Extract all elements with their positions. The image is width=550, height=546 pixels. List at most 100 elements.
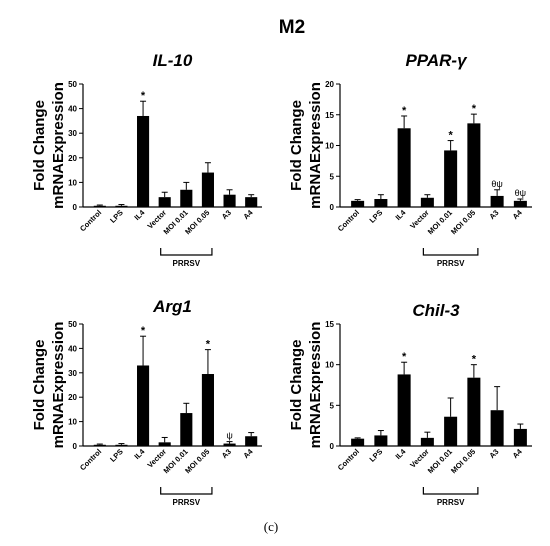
x-tick-label: A4 — [241, 207, 255, 221]
y-tick-label: 20 — [68, 393, 77, 402]
chart-panel-3: Arg1 Fold Change mRNAExpression 0 10 20 30 40 50… — [31, 297, 262, 507]
x-tick-label: MOI 0.05 — [449, 447, 477, 475]
y-tick-label: 15 — [325, 111, 334, 120]
group-bracket — [160, 248, 213, 256]
bar — [180, 413, 193, 446]
y-tick-label: 10 — [325, 361, 334, 370]
bar — [467, 377, 481, 446]
x-tick-label: IL4 — [394, 207, 409, 222]
y-axis-label-line: mRNAExpression — [50, 82, 67, 209]
significance-mark: * — [448, 130, 453, 142]
figure-caption: (c) — [264, 519, 278, 534]
bar — [351, 438, 365, 446]
bar — [180, 189, 193, 207]
bar — [158, 197, 171, 207]
bar — [93, 444, 106, 446]
significance-mark: * — [472, 354, 477, 366]
bar — [137, 365, 150, 446]
y-tick-label: 0 — [330, 442, 335, 451]
bar — [467, 123, 481, 207]
chart-title: IL-10 — [153, 51, 193, 70]
y-axis-label: Fold Change mRNAExpression — [288, 82, 324, 209]
x-tick-label: A4 — [511, 446, 525, 460]
bar — [137, 115, 150, 207]
bar — [201, 374, 214, 446]
group-label: PRRSV — [173, 498, 201, 507]
y-tick-label: 40 — [68, 344, 77, 353]
group-bracket — [160, 487, 213, 495]
y-axis-label: Fold Change mRNAExpression — [31, 322, 67, 449]
x-tick-label: A3 — [487, 208, 500, 221]
y-tick-label: 5 — [330, 401, 335, 410]
group-bracket — [422, 248, 479, 256]
x-tick-label: A3 — [220, 447, 233, 460]
significance-mark: θψ — [491, 179, 502, 189]
y-axis-label: Fold Change mRNAExpression — [31, 82, 67, 209]
bar — [513, 200, 527, 207]
bar — [115, 444, 128, 446]
x-tick-label: A4 — [241, 446, 255, 460]
y-axis-label: Fold Change mRNAExpression — [288, 322, 324, 449]
significance-mark: * — [402, 105, 407, 117]
bar — [245, 197, 258, 207]
y-tick-label: 50 — [68, 320, 77, 329]
bar — [513, 428, 527, 446]
x-tick-label: Control — [78, 447, 103, 472]
x-tick-label: LPS — [368, 208, 385, 225]
x-tick-label: MOI 0.05 — [449, 208, 477, 236]
significance-mark: * — [402, 351, 407, 363]
bar — [115, 205, 128, 207]
significance-mark: θψ — [515, 188, 526, 198]
chart-panel-4: Chil-3 Fold Change mRNAExpression 0 5 10 15 Con… — [288, 301, 532, 507]
significance-mark: ψ — [226, 431, 232, 441]
x-tick-label: MOI 0.01 — [426, 447, 454, 475]
y-tick-label: 20 — [325, 80, 334, 89]
bar — [223, 443, 236, 446]
significance-mark: * — [206, 339, 211, 351]
bar — [420, 437, 434, 446]
bar — [374, 435, 388, 446]
y-tick-label: 20 — [68, 154, 77, 163]
y-tick-label: 10 — [68, 418, 77, 427]
y-axis-label-line: Fold Change — [288, 340, 305, 431]
significance-mark: * — [472, 103, 477, 115]
y-axis-label-line: mRNAExpression — [307, 82, 324, 209]
figure-title: M2 — [279, 17, 305, 38]
y-tick-label: 5 — [330, 172, 335, 181]
x-tick-label: MOI 0.01 — [426, 208, 454, 236]
bar — [444, 150, 458, 207]
y-tick-label: 50 — [68, 80, 77, 89]
y-tick-label: 0 — [73, 203, 78, 212]
chart-panel-1: IL-10 Fold Change mRNAExpression 0 10 20 30 40 5… — [31, 51, 262, 268]
significance-mark: * — [141, 90, 146, 102]
bar — [201, 172, 214, 207]
y-tick-label: 0 — [330, 203, 335, 212]
y-tick-label: 10 — [68, 178, 77, 187]
y-tick-label: 40 — [68, 105, 77, 114]
bar — [223, 194, 236, 207]
x-tick-label: LPS — [108, 447, 125, 464]
group-label: PRRSV — [173, 259, 201, 268]
bar — [420, 197, 434, 207]
y-tick-label: 15 — [325, 320, 334, 329]
y-axis-label-line: Fold Change — [288, 100, 305, 191]
bar — [397, 128, 411, 207]
chart-panel-2: PPAR-γ Fold Change mRNAExpression 0 5 10 15 20 C… — [288, 51, 532, 268]
y-tick-label: 30 — [68, 369, 77, 378]
bar — [444, 416, 458, 446]
group-label: PRRSV — [437, 498, 465, 507]
x-tick-label: Control — [78, 208, 103, 233]
bar — [490, 410, 504, 446]
x-tick-label: A3 — [220, 208, 233, 221]
x-tick-label: Control — [336, 208, 361, 233]
bar — [93, 205, 106, 207]
y-axis-label-line: Fold Change — [31, 100, 48, 191]
group-bracket — [422, 487, 479, 495]
chart-title: Arg1 — [152, 297, 192, 316]
group-label: PRRSV — [437, 259, 465, 268]
bar — [374, 199, 388, 207]
y-axis-label-line: mRNAExpression — [50, 322, 67, 449]
y-tick-label: 10 — [325, 142, 334, 151]
